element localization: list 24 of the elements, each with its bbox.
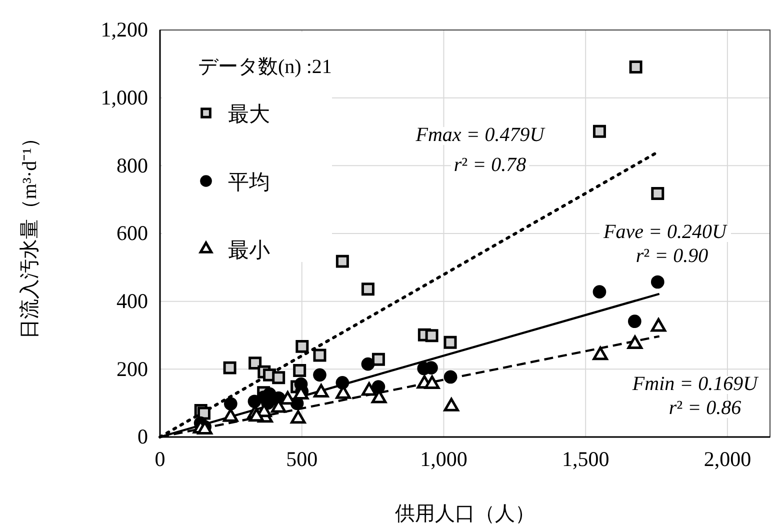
y-axis-title: 日流入汚水量（m³·d⁻¹）	[19, 128, 41, 340]
x-tick-label: 0	[154, 446, 166, 471]
y-tick-label: 600	[116, 221, 148, 246]
y-tick-label: 1,000	[100, 86, 148, 110]
y-tick-label: 400	[116, 289, 148, 314]
legend-label: 最小	[228, 238, 270, 262]
legend-label: 最大	[228, 102, 270, 126]
x-tick-label: 1,500	[562, 446, 610, 471]
y-tick-label: 1,200	[100, 18, 148, 42]
legend-title: データ数(n) :21	[198, 56, 332, 78]
annotation: Fmax = 0.479U	[414, 124, 546, 146]
x-tick-label: 2,000	[704, 446, 752, 471]
annotation: r² = 0.78	[454, 154, 526, 176]
x-tick-label: 1,000	[420, 446, 468, 471]
annotation: r² = 0.86	[668, 397, 742, 419]
y-tick-label: 800	[116, 153, 148, 178]
legend-label: 平均	[228, 170, 270, 194]
y-tick-label: 200	[116, 356, 148, 381]
x-tick-label: 500	[286, 446, 318, 471]
annotation: Fave = 0.240U	[602, 221, 728, 243]
annotation: r² = 0.90	[636, 245, 708, 267]
y-tick-label: 0	[138, 424, 148, 449]
x-axis-title: 供用人口（人）	[395, 503, 535, 525]
annotation: Fmin = 0.169U	[631, 373, 760, 395]
